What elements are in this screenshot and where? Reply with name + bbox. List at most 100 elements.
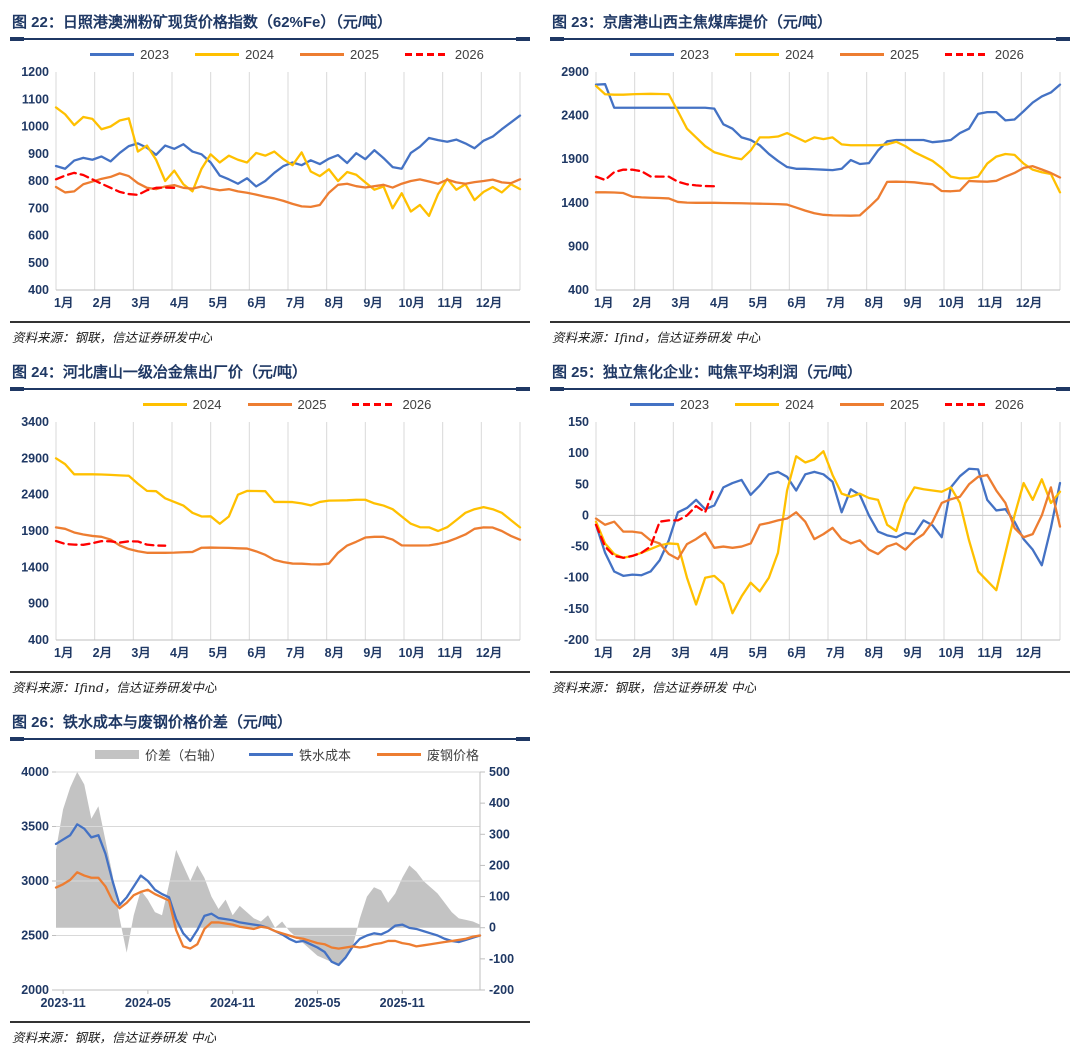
x-tick-label: 4月 (710, 646, 729, 660)
legend-item-2023: 2023 (90, 47, 169, 62)
x-tick-label: 11月 (438, 646, 464, 660)
y-tick-label: 2400 (561, 109, 589, 123)
legend-item-2026: 2026 (944, 397, 1024, 412)
legend-marker (404, 52, 449, 56)
y-tick-label: 3400 (21, 415, 49, 429)
x-tick-label: 9月 (903, 296, 922, 310)
legend-item-2024: 2024 (142, 396, 222, 412)
legend-item-废钢价格: 废钢价格 (377, 745, 479, 764)
series-line-2026 (54, 171, 176, 197)
x-tick-label: 3月 (671, 296, 690, 310)
right-y-tick-label: 0 (489, 921, 496, 935)
y-tick-label: 2400 (21, 488, 49, 502)
right-y-tick-label: 100 (489, 890, 510, 904)
legend-item-2025: 2025 (247, 396, 327, 412)
y-tick-label: -50 (571, 540, 589, 554)
series-line-2023 (54, 114, 522, 188)
legend-marker (944, 52, 989, 56)
figure-23: 图 23：京唐港山西主焦煤库提价（元/吨） 2023 2024 2025 2026 1… (550, 8, 1070, 348)
right-y-tick-label: 300 (489, 827, 510, 841)
title-rule (10, 387, 530, 391)
legend-label: 价差（右轴） (144, 747, 223, 763)
legend-item-价差（右轴）: 价差（右轴） (94, 745, 223, 764)
x-tick-label: 5月 (209, 646, 228, 660)
x-tick-label: 2月 (93, 296, 112, 310)
x-tick-label: 10月 (939, 646, 965, 660)
legend-marker (735, 52, 780, 56)
y-tick-label: 1200 (21, 65, 49, 79)
y-tick-label: 2900 (561, 65, 589, 79)
legend-item-2024: 2024 (735, 397, 814, 412)
x-tick-label: 5月 (209, 296, 228, 310)
y-tick-label: 1900 (561, 152, 589, 166)
x-tick-label: 2月 (633, 296, 652, 310)
y-tick-label: 150 (568, 415, 589, 429)
x-tick-label: 5月 (749, 296, 768, 310)
x-tick-label: 9月 (903, 646, 922, 660)
figure-24-title: 图 24：河北唐山一级冶金焦出厂价（元/吨） (12, 364, 308, 381)
x-tick-label: 6月 (787, 646, 806, 660)
x-tick-label: 7月 (826, 646, 845, 660)
legend-item-2026: 2026 (352, 397, 431, 412)
figure-23-source: 资料来源：Ifind，信达证券研发 中心 (552, 330, 761, 345)
title-rule (10, 37, 530, 41)
x-tick-label: 10月 (399, 296, 425, 310)
right-y-tick-label: 200 (489, 858, 510, 872)
chart-svg-fig23: 1月 2月 3月 4月 5月 6月 7月 8月 9月 10月 11月 12月 400 900 1400 190… (561, 65, 1062, 310)
series-line-2026 (594, 486, 716, 559)
x-tick-label: 8月 (325, 646, 344, 660)
chart-fig26: 价差（右轴） 铁水成本 废钢价格 2000 2500 3000 3500 4000 500 40… (10, 744, 530, 1019)
figure-25-source: 资料来源：钢联，信达证券研发 中心 (552, 680, 756, 695)
x-tick-label: 9月 (363, 296, 382, 310)
legend-marker (944, 402, 989, 406)
chart-fig24: 2024 2025 2026 1月 2月 3月 4月 5月 6月 7月 8月 9月 10月 11月 12月… (10, 394, 530, 669)
y-tick-label: 900 (28, 147, 49, 161)
legend-marker (90, 52, 135, 56)
legend-marker (352, 402, 397, 406)
title-rule (550, 387, 1070, 391)
legend-marker (142, 402, 187, 406)
right-y-tick-label: 500 (489, 765, 510, 779)
legend-marker (247, 402, 292, 406)
legend-marker (630, 402, 675, 406)
figure-23-title: 图 23：京唐港山西主焦煤库提价（元/吨） (552, 14, 833, 31)
x-tick-label: 1月 (594, 296, 613, 310)
x-tick-label: 1月 (54, 646, 73, 660)
x-tick-label: 1月 (594, 646, 613, 660)
x-tick-label: 3月 (671, 646, 690, 660)
legend-label: 2024 (192, 396, 222, 412)
chart-fig23: 2023 2024 2025 2026 1月 2月 3月 4月 5月 6月 7月 8月 9月 10月 11… (550, 44, 1070, 319)
legend-label: 2025 (297, 396, 327, 412)
legend-marker (94, 749, 139, 759)
series-line-2025 (594, 473, 1062, 561)
legend-item-2024: 2024 (735, 47, 814, 62)
chart-svg-fig26: 2000 2500 3000 3500 4000 500 400 300 200 100 0 -100… (21, 765, 514, 1010)
x-tick-label: 7月 (286, 646, 305, 660)
legend-item-铁水成本: 铁水成本 (248, 745, 351, 764)
series-line-2025 (54, 526, 522, 566)
x-tick-label: 2023-11 (40, 996, 85, 1010)
figure-26-source: 资料来源：钢联，信达证券研发 中心 (12, 1030, 216, 1045)
series-line-2025 (594, 165, 1062, 217)
y-tick-label: -200 (564, 633, 589, 647)
right-y-tick-label: 400 (489, 796, 510, 810)
legend-item-2025: 2025 (840, 47, 919, 62)
source-rule (10, 321, 530, 323)
legend-item-2026: 2026 (944, 47, 1024, 62)
y-tick-label: 4000 (21, 765, 49, 779)
x-tick-label: 7月 (826, 296, 845, 310)
y-tick-label: 100 (568, 446, 589, 460)
y-tick-label: 1100 (22, 92, 49, 106)
series-line-2024 (54, 106, 522, 218)
y-tick-label: 900 (568, 239, 589, 253)
x-tick-label: 2024-05 (125, 996, 171, 1010)
legend-label: 2023 (680, 396, 710, 412)
x-tick-label: 5月 (749, 646, 768, 660)
chart-svg-fig24: 1月 2月 3月 4月 5月 6月 7月 8月 9月 10月 11月 12月 400 900 1400 190… (21, 415, 522, 660)
y-tick-label: 400 (28, 633, 49, 647)
figure-26-title: 图 26：铁水成本与废钢价格价差（元/吨） (12, 714, 293, 731)
y-tick-label: 600 (28, 229, 49, 243)
chart-svg-fig25: 1月 2月 3月 4月 5月 6月 7月 8月 9月 10月 11月 12月 -200 -150 -100 -… (564, 415, 1062, 660)
x-tick-label: 4月 (170, 296, 189, 310)
